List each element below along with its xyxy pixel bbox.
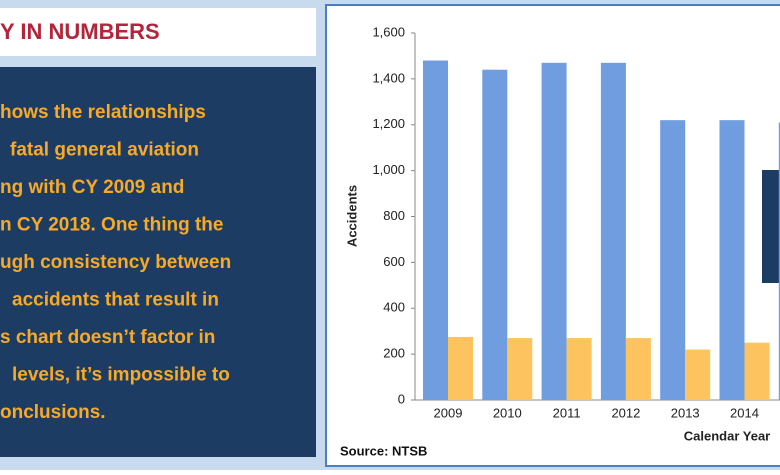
bar bbox=[423, 60, 448, 401]
bar bbox=[541, 62, 567, 400]
y-tick-label: 200 bbox=[383, 346, 405, 361]
source: Source: NTSB bbox=[340, 443, 427, 458]
bar bbox=[448, 336, 473, 400]
sidebar-text: onclusions. bbox=[0, 402, 106, 423]
bar bbox=[625, 338, 651, 400]
y-tick-label: 1,000 bbox=[372, 162, 405, 177]
y-tick-label: 1,600 bbox=[372, 24, 405, 39]
title-box bbox=[0, 8, 316, 56]
bar bbox=[719, 120, 745, 400]
sidebar-text: accidents that result in bbox=[12, 290, 219, 311]
y-tick-label: 800 bbox=[383, 208, 405, 223]
sidebar-title: Y IN NUMBERS bbox=[0, 19, 160, 44]
y-tick-label: 400 bbox=[383, 300, 405, 315]
bar bbox=[507, 338, 533, 400]
sidebar-text: n CY 2018. One thing the bbox=[0, 215, 223, 236]
bar bbox=[600, 62, 626, 400]
sidebar-text: fatal general aviation bbox=[10, 140, 199, 161]
bar bbox=[660, 120, 686, 400]
bar bbox=[778, 122, 780, 401]
x-tick-label: 2012 bbox=[611, 405, 640, 420]
sidebar-text: levels, it’s impossible to bbox=[12, 365, 230, 386]
y-axis-label: Accidents bbox=[344, 185, 359, 247]
y-tick-label: 0 bbox=[398, 391, 405, 406]
sidebar-text: hows the relationships bbox=[0, 102, 206, 123]
legend-box bbox=[762, 170, 780, 283]
x-tick-label: 2013 bbox=[671, 405, 700, 420]
x-tick-label: 2011 bbox=[553, 405, 581, 420]
sidebar-text: ng with CY 2009 and bbox=[0, 177, 184, 198]
x-tick-label: 2009 bbox=[434, 405, 463, 420]
bar bbox=[566, 338, 592, 400]
x-tick-label: 2010 bbox=[493, 405, 522, 420]
sidebar-text: ugh consistency between bbox=[0, 252, 231, 273]
bar bbox=[482, 69, 508, 400]
y-tick-label: 600 bbox=[383, 254, 405, 269]
y-tick-label: 1,200 bbox=[372, 116, 405, 131]
sidebar-text: s chart doesn’t factor in bbox=[0, 327, 215, 348]
bar bbox=[685, 349, 711, 400]
bar bbox=[744, 342, 770, 400]
x-tick-label: 2014 bbox=[730, 405, 759, 420]
x-axis-label: Calendar Year bbox=[684, 428, 770, 443]
text-box bbox=[0, 67, 316, 457]
y-tick-label: 1,400 bbox=[372, 70, 405, 85]
